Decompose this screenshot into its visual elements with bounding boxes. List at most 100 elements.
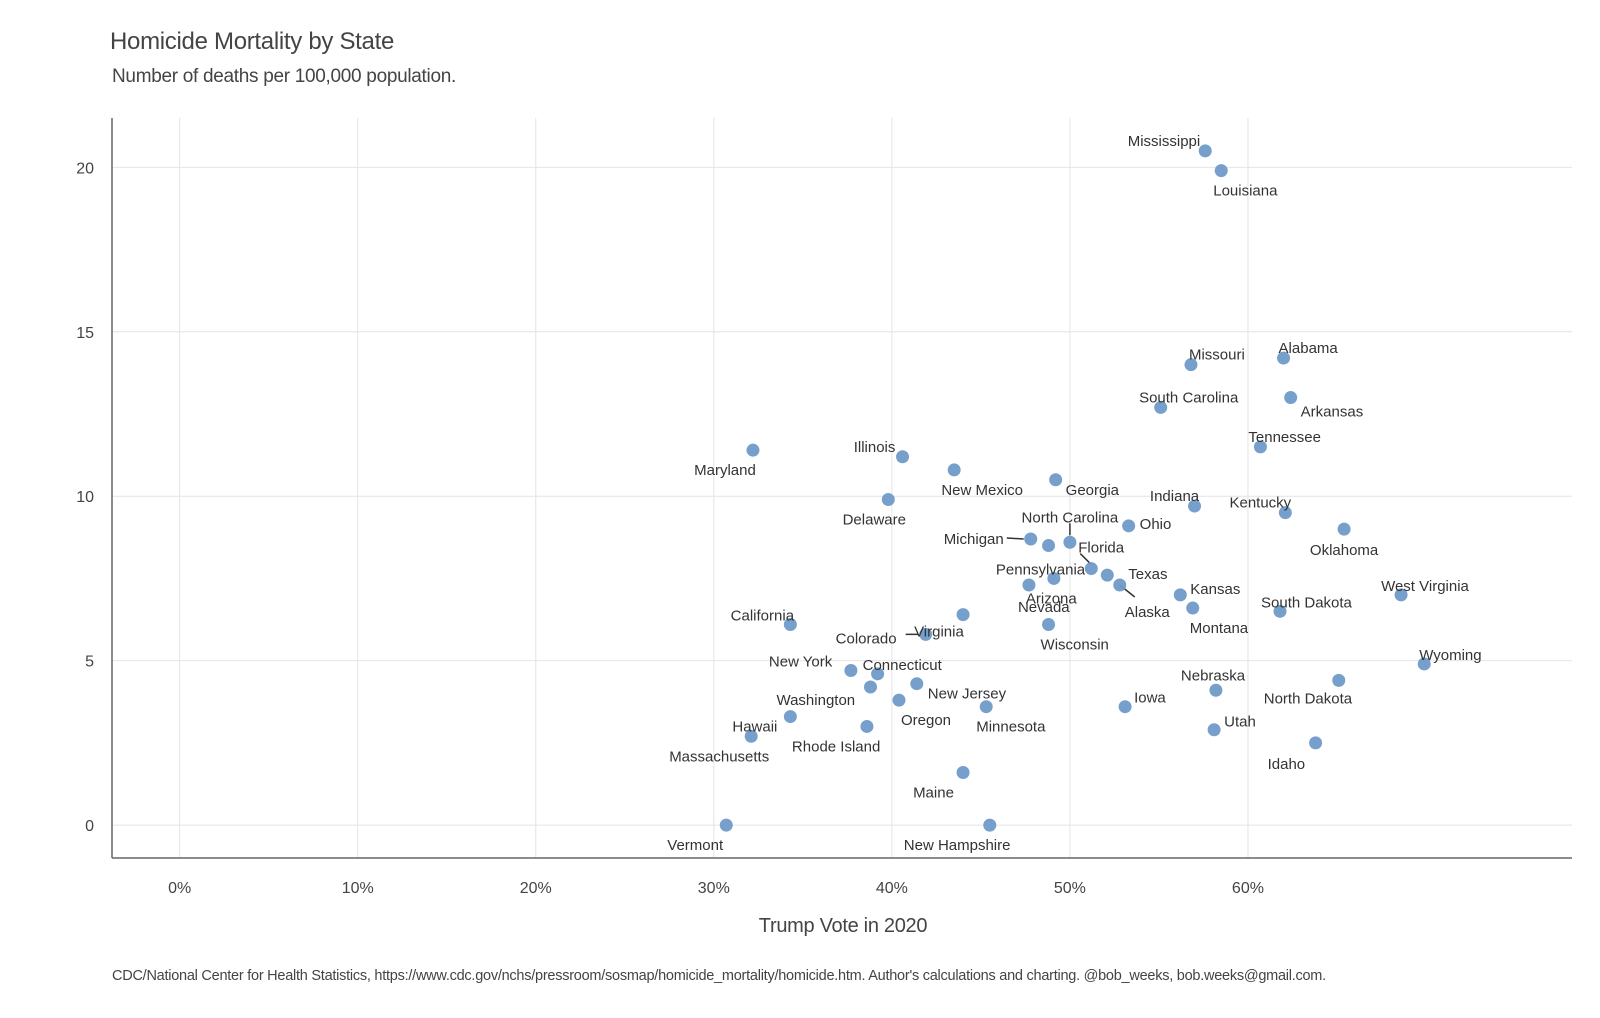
x-tick-label: 30%: [698, 880, 730, 897]
point-label: New Mexico: [941, 482, 1023, 499]
point-label: Vermont: [667, 837, 724, 854]
data-point: [1309, 736, 1323, 750]
point-label: Nebraska: [1181, 667, 1246, 684]
data-point: [744, 729, 758, 743]
point-label: Wyoming: [1419, 647, 1481, 664]
point-label: South Carolina: [1139, 389, 1239, 406]
data-point: [871, 667, 885, 681]
data-point: [1278, 506, 1292, 520]
point-label: North Dakota: [1264, 690, 1353, 707]
x-tick-label: 50%: [1054, 880, 1086, 897]
data-point: [1047, 571, 1061, 585]
data-point: [1122, 519, 1136, 533]
point-label: Idaho: [1268, 756, 1306, 773]
point-label: Colorado: [836, 630, 897, 647]
data-point: [1417, 657, 1431, 671]
data-point: [1394, 588, 1408, 602]
data-point: [1273, 604, 1287, 618]
point-label: Oregon: [901, 712, 951, 729]
point-label: Hawaii: [732, 719, 777, 736]
y-tick-label: 10: [76, 489, 94, 506]
data-point: [979, 700, 993, 714]
data-point: [892, 693, 906, 707]
data-point: [860, 719, 874, 733]
point-label: Delaware: [843, 512, 906, 529]
point-label: Virginia: [914, 624, 964, 641]
x-tick-label: 20%: [520, 880, 552, 897]
point-label: Rhode Island: [792, 738, 880, 755]
gridlines: [112, 118, 1572, 858]
data-point: [881, 493, 895, 507]
y-tick-label: 15: [76, 325, 94, 342]
data-point: [1154, 400, 1168, 414]
data-point: [1113, 578, 1127, 592]
data-point: [1198, 144, 1212, 158]
point-label: Maine: [913, 784, 954, 801]
point-label: Louisiana: [1213, 183, 1278, 200]
data-point: [956, 608, 970, 622]
point-label: Texas: [1128, 566, 1167, 583]
point-label: Oklahoma: [1310, 542, 1379, 559]
point-label: Michigan: [944, 531, 1004, 548]
point-label: Washington: [776, 692, 855, 709]
point-label: Arizona: [1026, 590, 1078, 607]
data-point: [1188, 499, 1202, 513]
data-point: [910, 677, 924, 691]
point-label: Massachusetts: [669, 748, 769, 765]
data-point: [1284, 391, 1298, 405]
data-point: [746, 443, 760, 457]
point-label: Utah: [1224, 714, 1256, 731]
point-label: Arkansas: [1301, 404, 1364, 421]
point-label: Mississippi: [1128, 133, 1201, 150]
point-label: West Virginia: [1381, 578, 1469, 595]
point-label: Montana: [1190, 620, 1249, 637]
point-label: New York: [769, 654, 833, 671]
point-label: Alabama: [1279, 340, 1339, 357]
data-point: [1277, 351, 1291, 365]
data-point: [1337, 522, 1351, 536]
point-label: Kansas: [1190, 581, 1240, 598]
point-label: Indiana: [1150, 488, 1200, 505]
data-point: [863, 680, 877, 694]
data-point: [1049, 473, 1063, 487]
point-label: Minnesota: [976, 719, 1046, 736]
data-point: [983, 818, 997, 832]
point-label: Nevada: [1018, 599, 1070, 616]
x-axis-title: Trump Vote in 2020: [759, 915, 928, 937]
y-tick-label: 5: [85, 654, 94, 671]
data-point: [783, 617, 797, 631]
axes: 0% 10% 20% 30% 40% 50% 60% 0 5 10 15 20: [76, 118, 1572, 897]
data-point: [1184, 358, 1198, 372]
data-point: [719, 818, 733, 832]
chart-subtitle: Number of deaths per 100,000 population.: [112, 66, 456, 87]
point-label: Connecticut: [863, 657, 943, 674]
point-label: New Hampshire: [904, 837, 1011, 854]
data-point: [844, 664, 858, 678]
point-label: Alaska: [1125, 604, 1171, 621]
point-label: Kentucky: [1229, 495, 1291, 512]
point-label: Missouri: [1189, 347, 1245, 364]
data-point: [1042, 617, 1056, 631]
data-point: [947, 463, 961, 477]
data-point: [1186, 601, 1200, 615]
x-tick-label: 0%: [168, 880, 191, 897]
data-point: [1063, 535, 1077, 549]
point-label: Pennsylvania: [996, 562, 1086, 579]
chart-caption: CDC/National Center for Health Statistic…: [112, 968, 1326, 984]
point-labels: Mississippi Louisiana Alabama Missouri Arkan…: [667, 133, 1481, 854]
data-point: [1214, 164, 1228, 178]
data-point: [896, 450, 910, 464]
data-point: [1173, 588, 1187, 602]
x-tick-label: 10%: [342, 880, 374, 897]
point-label: Maryland: [694, 462, 756, 479]
point-label: Georgia: [1066, 482, 1120, 499]
data-point: [1209, 683, 1223, 697]
x-tick-label: 60%: [1232, 880, 1264, 897]
leader-line: [1006, 537, 1024, 540]
chart-title: Homicide Mortality by State: [110, 28, 395, 55]
point-label: Illinois: [854, 439, 896, 456]
data-point: [1024, 532, 1038, 546]
y-tick-label: 0: [85, 818, 94, 835]
data-points: [719, 144, 1431, 832]
